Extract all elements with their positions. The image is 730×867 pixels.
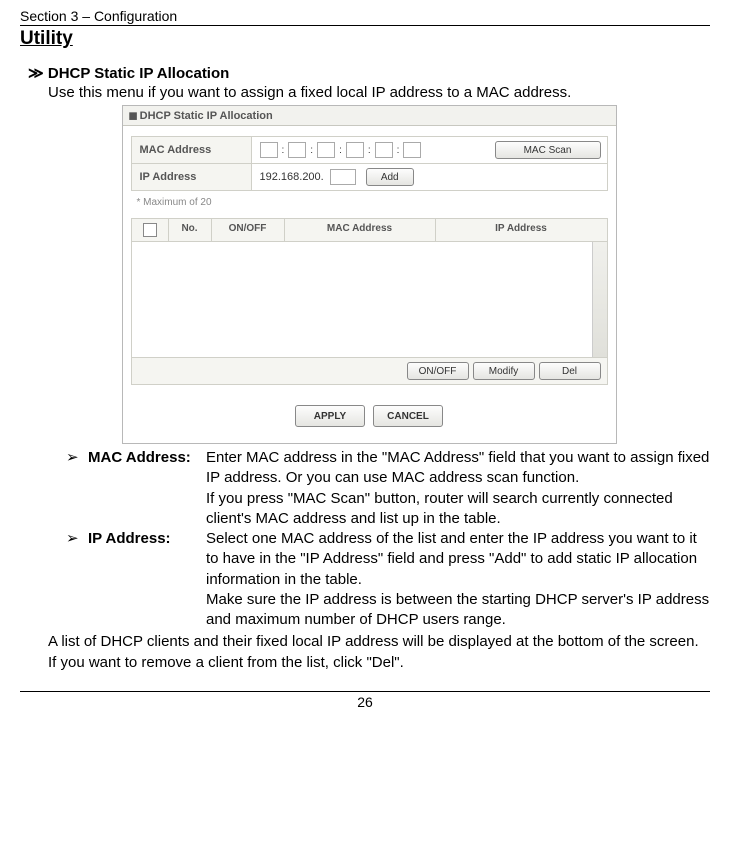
mac-scan-button[interactable]: MAC Scan xyxy=(495,141,601,159)
subsection-heading: ≫ DHCP Static IP Allocation xyxy=(28,64,710,82)
add-button[interactable]: Add xyxy=(366,168,414,186)
col-no: No. xyxy=(169,219,212,241)
panel-title-text: DHCP Static IP Allocation xyxy=(140,110,273,122)
page-title: Utility xyxy=(20,28,710,50)
intro-text: Use this menu if you want to assign a fi… xyxy=(48,84,710,101)
ip-desc-1: Select one MAC address of the list and e… xyxy=(206,529,710,590)
mac-input-1[interactable] xyxy=(260,142,278,158)
section-header: Section 3 – Configuration xyxy=(20,8,710,26)
mac-desc-2: If you press "MAC Scan" button, router w… xyxy=(206,489,710,530)
mac-input-2[interactable] xyxy=(288,142,306,158)
closing-text: A list of DHCP clients and their fixed l… xyxy=(48,632,710,673)
ip-input[interactable] xyxy=(330,169,356,185)
mac-input-5[interactable] xyxy=(375,142,393,158)
cancel-button[interactable]: CANCEL xyxy=(373,405,443,427)
gear-icon: ◼ xyxy=(129,110,138,122)
apply-button[interactable]: APPLY xyxy=(295,405,365,427)
maximum-note: * Maximum of 20 xyxy=(123,193,616,218)
mac-input-3[interactable] xyxy=(317,142,335,158)
page-number: 26 xyxy=(20,691,710,710)
bullet-icon: ➢ xyxy=(66,529,88,630)
allocation-table: No. ON/OFF MAC Address IP Address ON/OFF… xyxy=(131,218,608,385)
ip-desc-2: Make sure the IP address is between the … xyxy=(206,590,710,631)
bullet-icon: ➢ xyxy=(66,448,88,529)
table-body xyxy=(132,242,607,358)
del-button[interactable]: Del xyxy=(539,362,601,380)
ip-prefix: 192.168.200. xyxy=(260,171,324,183)
col-onoff: ON/OFF xyxy=(212,219,285,241)
dhcp-panel-screenshot: ◼DHCP Static IP Allocation MAC Address :… xyxy=(122,105,617,444)
select-all-checkbox[interactable] xyxy=(143,223,157,237)
subsection-title: DHCP Static IP Allocation xyxy=(48,65,229,82)
form-area: MAC Address : : : : : MAC Scan xyxy=(131,136,608,191)
ip-address-label: IP Address xyxy=(132,164,252,190)
col-ip: IP Address xyxy=(436,219,607,241)
col-mac: MAC Address xyxy=(285,219,436,241)
mac-input-4[interactable] xyxy=(346,142,364,158)
mac-desc-1: Enter MAC address in the "MAC Address" f… xyxy=(206,448,710,489)
bullet-label-ip: IP Address: xyxy=(88,529,206,630)
mac-input-6[interactable] xyxy=(403,142,421,158)
modify-button[interactable]: Modify xyxy=(473,362,535,380)
bullet-label-mac: MAC Address: xyxy=(88,448,206,529)
onoff-button[interactable]: ON/OFF xyxy=(407,362,469,380)
mac-address-label: MAC Address xyxy=(132,137,252,163)
arrow-icon: ≫ xyxy=(28,65,44,82)
panel-title: ◼DHCP Static IP Allocation xyxy=(123,106,616,126)
